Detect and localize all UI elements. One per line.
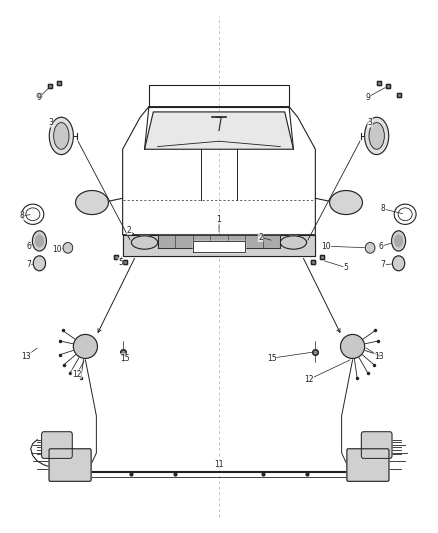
Ellipse shape xyxy=(365,243,375,253)
Text: 12: 12 xyxy=(72,370,81,378)
Polygon shape xyxy=(145,112,293,149)
Text: 15: 15 xyxy=(120,354,130,362)
Text: 1: 1 xyxy=(217,215,221,224)
Text: 2: 2 xyxy=(258,233,263,241)
Text: 6: 6 xyxy=(26,242,31,251)
Polygon shape xyxy=(123,235,315,256)
Polygon shape xyxy=(158,235,280,248)
Ellipse shape xyxy=(54,123,69,149)
Ellipse shape xyxy=(341,335,364,359)
Text: 2: 2 xyxy=(127,226,131,235)
Text: 7: 7 xyxy=(26,261,31,269)
FancyBboxPatch shape xyxy=(49,449,91,481)
Text: 5: 5 xyxy=(343,263,349,272)
Text: 8: 8 xyxy=(381,205,385,213)
Text: 10: 10 xyxy=(52,245,62,254)
Ellipse shape xyxy=(369,123,385,149)
Ellipse shape xyxy=(392,231,406,251)
Text: 9: 9 xyxy=(365,93,371,101)
Text: 3: 3 xyxy=(367,118,373,127)
Ellipse shape xyxy=(32,231,46,251)
Text: 8: 8 xyxy=(20,212,24,220)
Text: 15: 15 xyxy=(267,354,276,362)
Ellipse shape xyxy=(364,117,389,155)
Ellipse shape xyxy=(49,117,74,155)
Ellipse shape xyxy=(280,236,307,249)
Ellipse shape xyxy=(33,256,46,271)
Text: 3: 3 xyxy=(48,118,53,127)
Text: 5: 5 xyxy=(118,258,123,266)
Ellipse shape xyxy=(395,235,403,247)
Ellipse shape xyxy=(330,191,363,215)
Ellipse shape xyxy=(73,335,97,359)
Text: 13: 13 xyxy=(374,352,384,360)
Ellipse shape xyxy=(131,236,158,249)
Text: 13: 13 xyxy=(21,352,31,360)
Text: 10: 10 xyxy=(321,242,331,251)
Text: 9: 9 xyxy=(37,93,42,101)
Text: 12: 12 xyxy=(304,375,314,384)
FancyBboxPatch shape xyxy=(42,432,72,458)
Ellipse shape xyxy=(63,243,73,253)
Ellipse shape xyxy=(35,235,43,247)
FancyBboxPatch shape xyxy=(361,432,392,458)
Ellipse shape xyxy=(392,256,405,271)
Text: 11: 11 xyxy=(214,461,224,469)
FancyBboxPatch shape xyxy=(347,449,389,481)
Text: 7: 7 xyxy=(381,261,386,269)
Ellipse shape xyxy=(75,191,108,215)
Text: 6: 6 xyxy=(378,242,384,251)
Bar xyxy=(193,241,245,252)
